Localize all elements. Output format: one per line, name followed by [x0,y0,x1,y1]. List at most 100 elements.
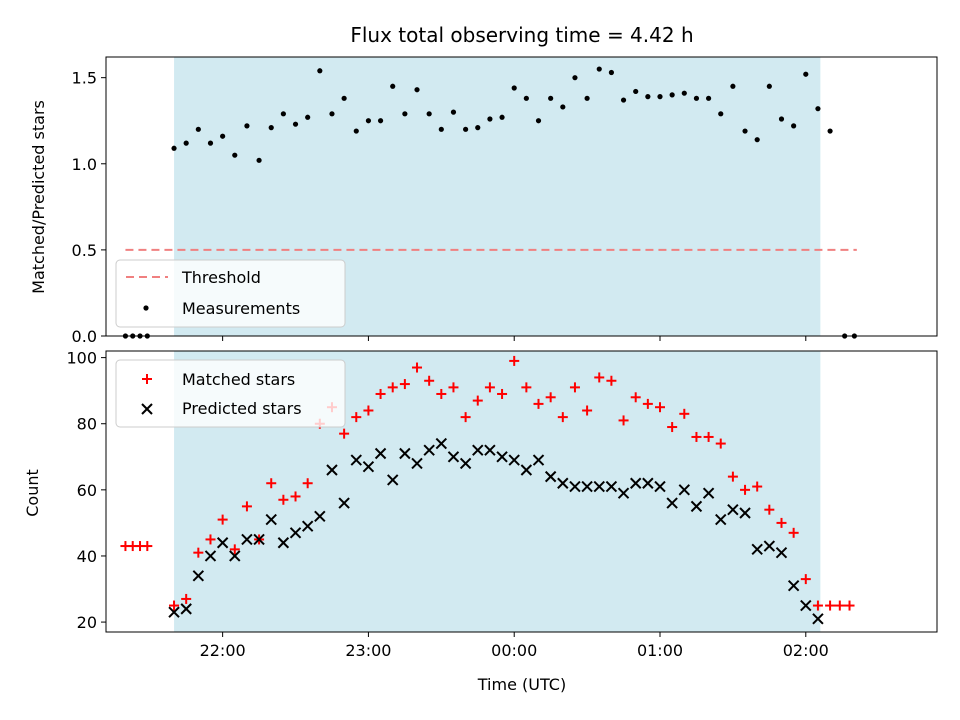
measurement-point [766,83,772,89]
measurement-point [827,128,833,134]
predicted-star-point [447,451,460,463]
matched-star-point [812,600,823,611]
predicted-star-point [666,497,678,509]
measurement-point [705,95,712,101]
predicted-star-point [629,477,642,489]
matched-star-point [193,547,204,558]
matched-star-point [229,544,240,555]
matched-star-point [521,382,532,393]
measurement-point [244,123,250,129]
bottom-legend: Matched stars Predicted stars [115,359,346,428]
measurement-points [122,66,857,339]
bottom-panel: 20 40 60 80 100 22:00 23:00 00:00 01:00 02:00 Co… [23,349,938,694]
x-tick-label: 23:00 [345,641,391,660]
measurement-point [620,97,627,103]
predicted-star-point [411,457,423,470]
measurement-point [207,140,214,146]
matched-star-point [142,541,153,552]
measurement-point [778,116,785,122]
measurement-point [220,133,226,139]
top-y-axis-label: Matched/Predicted stars [29,100,48,294]
predicted-star-point [289,527,302,539]
matched-star-point [752,481,763,492]
predicted-star-point [800,599,812,612]
measurement-point [305,114,311,120]
predicted-star-point [180,603,192,615]
top-legend-box [115,259,346,328]
predicted-star-point [338,497,350,509]
measurement-point [426,111,432,117]
matched-star-point [387,382,398,393]
matched-star-point [266,478,277,489]
predicted-star-point [569,480,581,493]
legend-x-marker [141,403,153,415]
measurement-point [195,126,201,132]
predicted-star-point [508,454,520,466]
matched-star-point [302,478,313,489]
measurement-point [390,83,396,89]
measurement-point [535,118,542,124]
matched-star-point [844,600,855,611]
predicted-star-point [690,500,703,513]
predicted-star-point [216,537,229,549]
matched-star-point [436,388,447,399]
predicted-star-point [715,513,727,526]
matched-star-point [557,412,568,423]
measurement-point [657,94,663,100]
measurement-point [693,95,700,101]
matched-star-point [241,501,252,512]
matched-stars-points [120,355,855,611]
matched-star-point [800,574,811,585]
measurement-point [742,128,748,134]
measurement-point [523,95,529,101]
predicted-star-point [326,464,338,476]
matched-star-point [497,388,508,399]
legend-matched-label: Matched stars [182,370,295,389]
predicted-star-point [739,507,751,519]
matched-star-point [788,527,799,538]
top-legend: Threshold Measurements [115,259,346,328]
top-x-ticks [222,336,807,341]
bottom-y-tick-label: 100 [66,349,97,368]
matched-star-point [339,428,350,439]
matched-star-point [278,494,289,505]
matched-star-point [545,392,556,403]
matched-star-point [703,431,714,442]
measurement-point [402,111,408,117]
predicted-star-point [350,454,362,466]
top-axes-frame [105,56,938,337]
matched-star-point [740,484,751,495]
matched-star-point [667,422,678,433]
measurement-point [317,68,323,74]
predicted-star-point [496,451,508,463]
predicted-star-point [605,480,618,493]
x-tick-label: 22:00 [200,641,246,660]
predicted-star-point [399,447,411,460]
legend-predicted-swatch [141,403,153,415]
measurement-point [183,140,189,146]
legend-matched-swatch [142,374,152,384]
top-y-tick-label: 1.0 [72,155,97,174]
x-tick-label: 01:00 [637,641,683,660]
predicted-star-point [617,487,630,499]
matched-star-point [834,600,845,611]
measurement-point [815,106,821,112]
predicted-star-point [265,513,277,526]
measurement-point [608,69,615,76]
predicted-star-point [702,487,715,499]
matched-star-point [606,375,617,386]
bottom-y-tick-label: 60 [77,481,97,500]
measurement-point [669,92,675,98]
measurement-point [280,111,286,117]
top-y-tick-label: 0.0 [72,327,97,346]
top-y-ticks: 0.0 0.5 1.0 1.5 [72,69,106,346]
matched-star-point [691,431,702,442]
measurement-point [353,128,359,134]
predicted-star-point [484,444,496,456]
predicted-star-point [775,546,788,559]
measurement-point [548,95,554,101]
measurement-point [633,88,639,95]
top-y-tick-label: 0.5 [72,241,97,260]
predicted-star-point [532,454,545,466]
measurement-point [414,87,420,93]
